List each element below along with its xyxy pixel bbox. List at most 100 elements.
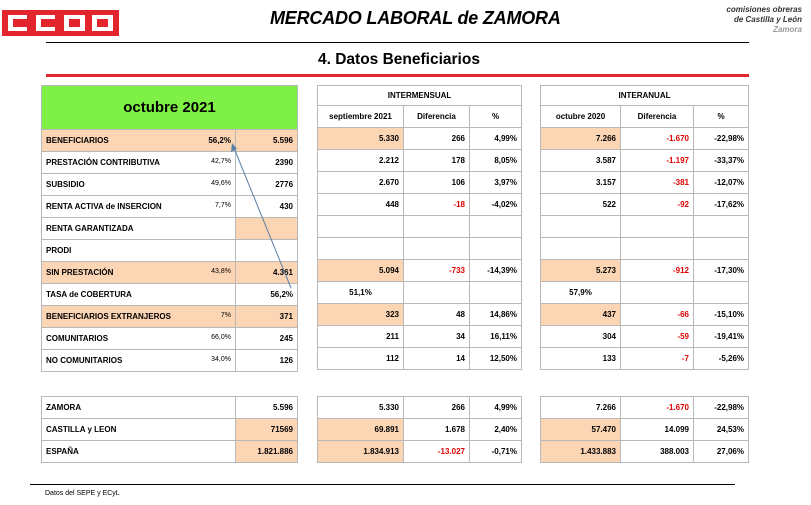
table-cell: 51,1% bbox=[317, 281, 404, 304]
table-cell: 388.003 bbox=[620, 440, 694, 463]
table-row: 133 -7 -5,26% bbox=[540, 347, 750, 370]
table-cell: 304 bbox=[540, 325, 621, 348]
table-cell bbox=[469, 237, 522, 260]
table-cell: 5.330 bbox=[317, 127, 404, 150]
table-row: 7.266 -1.670 -22,98% bbox=[540, 127, 750, 150]
table-row: 2.670 106 3,97% bbox=[317, 171, 522, 194]
row-label-cell: BENEFICIARIOS 56,2% bbox=[41, 129, 236, 152]
table-cell bbox=[469, 215, 522, 238]
table-row: RENTA GARANTIZADA bbox=[41, 217, 299, 240]
region-label: ZAMORA bbox=[41, 396, 236, 419]
table-row: 437 -66 -15,10% bbox=[540, 303, 750, 326]
month-header: octubre 2021 bbox=[40, 85, 299, 130]
table-cell: 16,11% bbox=[469, 325, 522, 348]
table-cell: 133 bbox=[540, 347, 621, 370]
table-row: 69.891 1.678 2,40% bbox=[317, 418, 522, 441]
table-row: PRODI bbox=[41, 239, 299, 262]
table-cell: -0,71% bbox=[469, 440, 522, 463]
col-header: % bbox=[692, 105, 750, 128]
table-row: TASA de COBERTURA 56,2% bbox=[41, 283, 299, 306]
row-value: 5.596 bbox=[234, 129, 299, 152]
table-cell: 448 bbox=[317, 193, 404, 216]
table-cell: -14,39% bbox=[469, 259, 522, 282]
table-row: 323 48 14,86% bbox=[317, 303, 522, 326]
table-cell: 3.157 bbox=[540, 171, 621, 194]
row-percentage: 7% bbox=[220, 312, 231, 319]
table-row: PRESTACIÓN CONTRIBUTIVA 42,7% 2390 bbox=[41, 151, 299, 174]
row-label-cell: RENTA GARANTIZADA bbox=[41, 217, 236, 240]
table-row bbox=[317, 237, 522, 260]
table-cell: -1.670 bbox=[620, 396, 694, 419]
interanual-table: INTERANUAL octubre 2020 Diferencia % 7.2… bbox=[539, 85, 750, 370]
table-cell: -912 bbox=[620, 259, 694, 282]
table-cell bbox=[620, 215, 694, 238]
table-row: 211 34 16,11% bbox=[317, 325, 522, 348]
table-cell bbox=[317, 237, 404, 260]
table-cell: 1.834.913 bbox=[317, 440, 404, 463]
row-label: PRODI bbox=[46, 246, 72, 255]
table-row bbox=[317, 215, 522, 238]
col-header: octubre 2020 bbox=[540, 105, 621, 128]
table-row: 1.433.883 388.003 27,06% bbox=[540, 440, 749, 463]
table-cell bbox=[403, 215, 470, 238]
table-cell: -7 bbox=[620, 347, 694, 370]
table-cell: -92 bbox=[620, 193, 694, 216]
table-cell bbox=[403, 281, 470, 304]
row-label-cell: COMUNITARIOS 66,0% bbox=[41, 327, 236, 350]
table-cell: 5.273 bbox=[540, 259, 621, 282]
section-title: 4. Datos Beneficiarios bbox=[318, 51, 480, 68]
row-label-cell: SUBSIDIO 49,6% bbox=[41, 173, 236, 196]
row-value: 2390 bbox=[234, 151, 299, 174]
table-row: ESPAÑA 1.821.886 bbox=[41, 440, 298, 463]
row-value: 2776 bbox=[234, 173, 299, 196]
row-value: 126 bbox=[234, 349, 299, 372]
table-cell: 34 bbox=[403, 325, 470, 348]
footer-divider bbox=[30, 484, 735, 485]
table-cell: 3,97% bbox=[469, 171, 522, 194]
source-note: Datos del SEPE y ECyL bbox=[45, 490, 120, 497]
table-row: 3.587 -1.197 -33,37% bbox=[540, 149, 750, 172]
row-label-cell: PRODI bbox=[41, 239, 236, 262]
table-cell: 1.433.883 bbox=[540, 440, 621, 463]
row-label-cell: PRESTACIÓN CONTRIBUTIVA 42,7% bbox=[41, 151, 236, 174]
row-percentage: 7,7% bbox=[215, 202, 231, 209]
header-divider bbox=[46, 42, 749, 43]
row-value bbox=[234, 217, 299, 240]
row-label: BENEFICIARIOS bbox=[46, 136, 109, 145]
intermensual-title: INTERMENSUAL bbox=[317, 85, 522, 106]
row-label-cell: NO COMUNITARIOS 34,0% bbox=[41, 349, 236, 372]
table-cell: 14 bbox=[403, 347, 470, 370]
table-cell: 4,99% bbox=[469, 127, 522, 150]
table-cell: 522 bbox=[540, 193, 621, 216]
table-cell: -33,37% bbox=[692, 149, 750, 172]
table-cell bbox=[469, 281, 522, 304]
table-cell: -15,10% bbox=[692, 303, 750, 326]
regions-intermensual-table: 5.330 266 4,99% 69.891 1.678 2,40% 1.834.913 -1… bbox=[317, 396, 522, 463]
section-divider bbox=[46, 74, 749, 77]
table-cell: 8,05% bbox=[469, 149, 522, 172]
table-row: RENTA ACTIVA de INSERCION 7,7% 430 bbox=[41, 195, 299, 218]
row-label-cell: TASA de COBERTURA bbox=[41, 283, 236, 306]
table-row: 2.212 178 8,05% bbox=[317, 149, 522, 172]
table-cell: -66 bbox=[620, 303, 694, 326]
table-cell: 57.470 bbox=[540, 418, 621, 441]
table-row: 3.157 -381 -12,07% bbox=[540, 171, 750, 194]
col-header: Diferencia bbox=[620, 105, 694, 128]
row-label-cell: SIN PRESTACIÓN 43,8% bbox=[41, 261, 236, 284]
table-row: 112 14 12,50% bbox=[317, 347, 522, 370]
table-cell: -22,98% bbox=[693, 396, 749, 419]
col-header: % bbox=[469, 105, 522, 128]
table-cell: -733 bbox=[403, 259, 470, 282]
table-row: 1.834.913 -13.027 -0,71% bbox=[317, 440, 522, 463]
table-cell: -381 bbox=[620, 171, 694, 194]
table-row: 5.273 -912 -17,30% bbox=[540, 259, 750, 282]
table-row: NO COMUNITARIOS 34,0% 126 bbox=[41, 349, 299, 372]
table-cell: -5,26% bbox=[692, 347, 750, 370]
row-percentage: 56,2% bbox=[208, 136, 231, 145]
table-row: BENEFICIARIOS EXTRANJEROS 7% 371 bbox=[41, 305, 299, 328]
col-header: Diferencia bbox=[403, 105, 470, 128]
region-value: 1.821.886 bbox=[235, 440, 298, 463]
interanual-title: INTERANUAL bbox=[539, 85, 750, 106]
table-cell: 1.678 bbox=[403, 418, 470, 441]
table-cell bbox=[540, 215, 621, 238]
